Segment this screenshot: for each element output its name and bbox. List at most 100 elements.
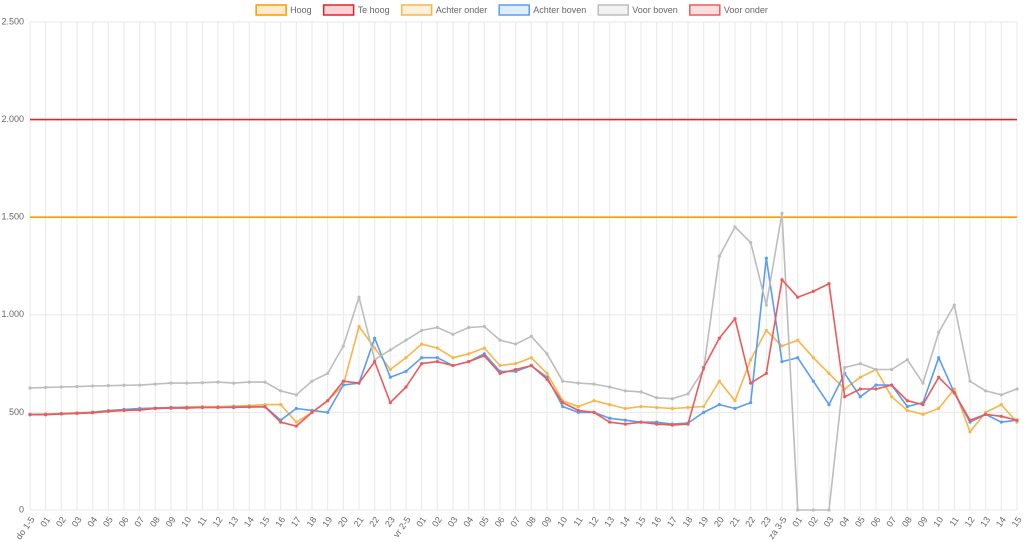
data-point [608,416,612,420]
data-point [169,381,173,385]
data-point [420,328,424,333]
data-point [890,395,894,399]
data-point [623,389,627,393]
data-point [921,402,925,407]
data-point [639,390,643,394]
data-point [608,385,612,389]
data-point [796,356,800,360]
x-tick-label: 15 [634,515,648,529]
data-point [153,382,157,386]
data-point [498,371,502,375]
x-tick-label: 18 [305,515,319,529]
data-point [717,402,721,407]
data-point [623,422,627,426]
data-point [357,324,361,329]
data-point [341,383,345,387]
legend-item: Achter boven [498,4,586,16]
data-point [968,430,972,434]
data-point [388,401,392,405]
data-point [185,381,189,385]
data-point [858,375,862,379]
x-tick-label: 17 [289,515,303,529]
x-tick-label: 10 [931,515,945,529]
y-tick-label: 2.000 [1,114,24,124]
data-point [999,393,1003,397]
data-point [733,399,737,403]
data-point [388,375,392,379]
legend-label: Achter onder [436,5,488,15]
x-tick-label: 15 [1010,515,1024,529]
data-point [561,404,565,409]
data-point [529,334,533,338]
x-tick-label: 08 [900,515,914,529]
data-point [796,338,800,342]
x-tick-label: 19 [320,515,334,529]
data-point [905,408,909,413]
x-tick-label: 08 [148,515,162,529]
data-point [91,411,95,415]
data-point [984,412,988,416]
data-point [608,402,612,407]
data-point [326,371,330,375]
data-point [623,406,627,411]
data-point [749,358,753,362]
data-point [670,406,674,411]
data-point [138,383,142,387]
data-point [937,356,941,360]
series-line [30,278,1018,427]
series-line [29,325,1018,433]
series-line [30,257,1018,425]
x-tick-label: 04 [85,515,99,529]
x-tick-label: 12 [211,515,225,529]
y-tick-label: 500 [9,407,24,417]
data-point [498,363,502,368]
data-point [451,363,455,368]
data-point [576,381,580,385]
x-tick-label: 09 [540,515,554,529]
data-point [749,240,753,245]
data-point [467,352,471,356]
data-point [153,406,157,411]
data-point [216,380,220,384]
data-point [592,382,596,386]
x-tick-label: 10 [555,515,569,529]
data-point [858,387,862,391]
data-point [310,410,314,414]
data-point [952,391,956,395]
x-tick-label: 21 [728,515,742,529]
data-point [545,352,549,356]
x-tick-label: 08 [524,515,538,529]
data-point [999,420,1003,424]
data-point [811,289,815,293]
data-point [717,379,721,383]
data-point [827,281,831,286]
data-point [717,254,721,258]
data-point [44,413,48,417]
data-point [780,344,784,348]
data-point [733,225,737,229]
x-tick-label: 21 [352,515,366,529]
legend: Hoog Te hoog Achter onder Achter boven Voor … [255,4,768,16]
data-point [247,380,251,384]
x-tick-label: 03 [446,515,460,529]
data-point [529,356,533,360]
data-point [843,365,847,370]
legend-item: Hoog [255,4,312,16]
data-point [811,356,815,360]
y-tick-label: 1.000 [1,309,24,319]
x-tick-label: 15 [258,515,272,529]
x-tick-label: 10 [179,515,193,529]
data-point [341,379,345,383]
data-point [326,399,330,403]
x-tick-label: 16 [273,515,287,529]
y-tick-label: 0 [19,504,24,514]
data-point [999,414,1003,418]
data-point [28,386,32,390]
x-tick-label: 04 [461,515,475,529]
legend-label: Achter boven [533,5,586,15]
x-tick-label: 22 [367,515,381,529]
data-point [326,410,330,414]
legend-label: Te hoog [358,5,390,15]
data-point [357,381,361,385]
data-point [796,295,800,299]
